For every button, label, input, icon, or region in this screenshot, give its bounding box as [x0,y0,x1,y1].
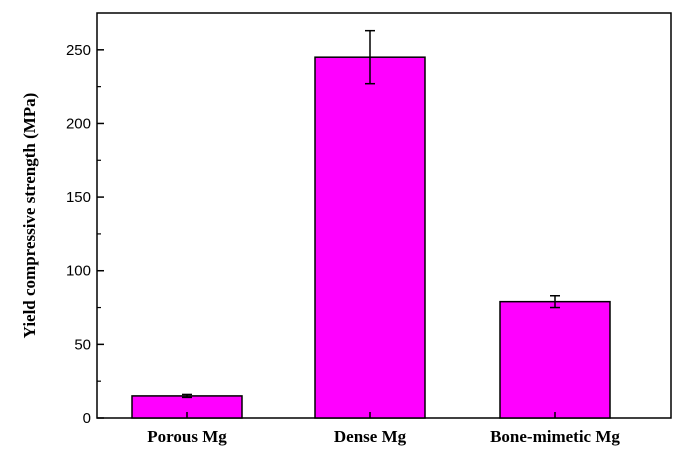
error-bars [182,29,560,399]
x-tick-label: Bone-mimetic Mg [490,427,620,446]
y-tick-label: 50 [74,336,91,353]
y-tick-label: 150 [66,189,91,206]
y-tick-label: 250 [66,42,91,59]
error-bar-bone-mimetic-mg [550,295,560,309]
y-tick-label: 200 [66,115,91,132]
bar-dense-mg [314,56,426,419]
y-axis-label: Yield compressive strength (MPa) [20,93,39,339]
bar-bone-mimetic-mg [499,300,611,419]
bars [131,56,611,419]
x-tick-label: Porous Mg [147,427,227,446]
x-axis-ticks: Porous Mg Dense Mg Bone-mimetic Mg [147,412,620,446]
x-tick-label: Dense Mg [334,427,407,446]
y-axis-ticks: 0 50 100 150 200 250 [66,42,104,427]
error-bar-dense-mg [365,29,375,85]
error-bar-porous-mg [182,393,192,399]
y-tick-label: 0 [83,410,91,427]
y-tick-label: 100 [66,263,91,280]
